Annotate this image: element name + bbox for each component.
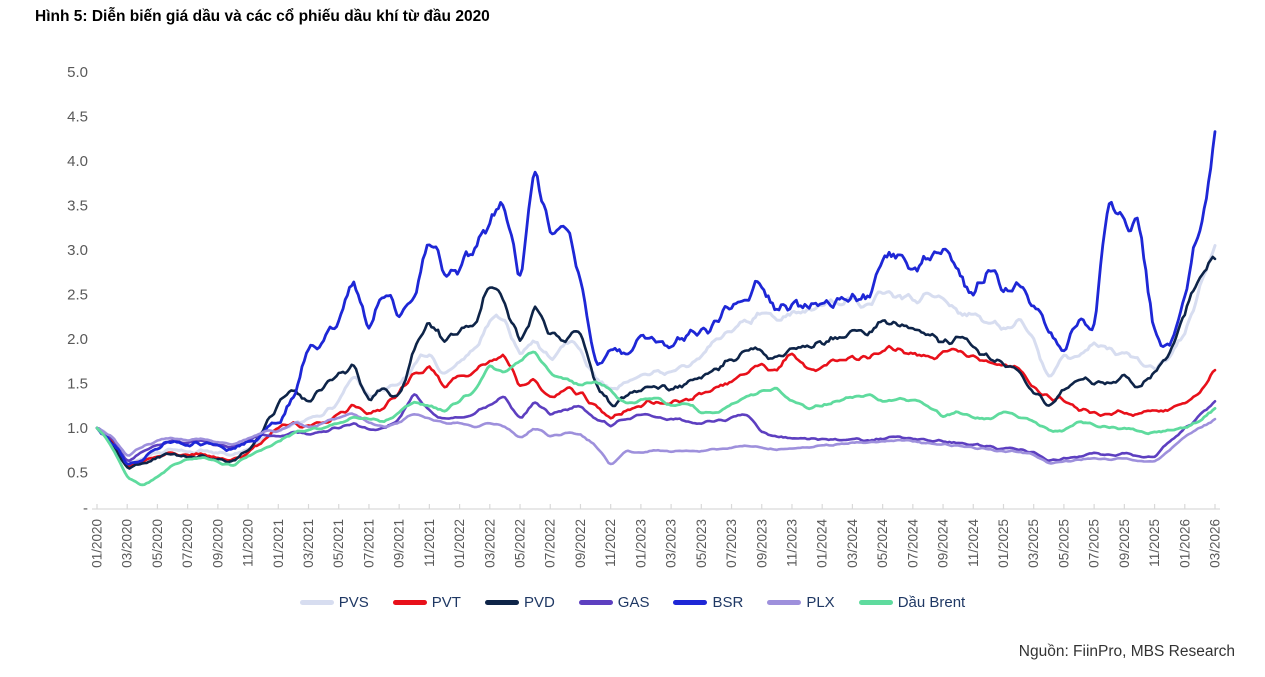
x-axis-label: 03/2025	[1026, 519, 1041, 568]
x-axis-label: 09/2023	[754, 519, 769, 568]
legend-item-PVD: PVD	[484, 594, 555, 611]
x-axis-label: 09/2022	[573, 519, 588, 568]
x-axis-label: 11/2024	[966, 519, 981, 567]
x-axis-label: 11/2025	[1147, 519, 1162, 567]
legend-swatch-PVT	[392, 600, 427, 605]
y-axis-label: 5.0	[67, 64, 88, 81]
y-axis-label: 3.0	[67, 242, 88, 259]
x-axis-label: 09/2025	[1117, 519, 1132, 568]
x-axis-label: 07/2022	[543, 519, 558, 568]
legend-swatch-BSR	[673, 600, 708, 605]
legend-swatch-GAS	[578, 600, 613, 605]
x-axis-label: 01/2023	[633, 519, 648, 568]
y-axis-label: 3.5	[67, 198, 88, 215]
y-axis-label: -	[83, 500, 88, 517]
series-line-BSR	[95, 130, 1217, 466]
x-axis-label: 09/2024	[936, 519, 951, 568]
legend-label-GAS: GAS	[617, 594, 650, 611]
x-axis-label: 07/2025	[1087, 519, 1102, 568]
legend-label-PVS: PVS	[338, 594, 369, 611]
x-axis-label: 01/2024	[815, 519, 830, 568]
legend-item-BSR: BSR	[673, 594, 743, 611]
legend-swatch-PVS	[299, 600, 334, 605]
figure-title: Hình 5: Diễn biến giá dầu và các cổ phiế…	[35, 8, 490, 25]
legend-label-PVD: PVD	[523, 594, 555, 611]
series-line-Dầu Brent	[95, 350, 1217, 487]
series-line-PVT	[95, 344, 1217, 468]
chart-legend: PVS PVT PVD GAS BSR PLX Dầu Brent	[0, 594, 1265, 611]
x-axis-label: 03/2021	[301, 519, 316, 568]
y-axis-label: 1.5	[67, 376, 88, 393]
legend-swatch-PVD	[484, 600, 519, 605]
x-axis-label: 03/2020	[120, 519, 135, 568]
x-axis-label: 07/2020	[180, 519, 195, 568]
legend-label-Dầu Brent: Dầu Brent	[897, 594, 966, 611]
y-axis-label: 4.5	[67, 109, 88, 126]
x-axis-label: 07/2024	[905, 519, 920, 568]
x-axis-label: 07/2021	[361, 519, 376, 568]
legend-swatch-Dầu Brent	[858, 600, 893, 605]
legend-label-BSR: BSR	[712, 594, 744, 611]
x-axis-label: 03/2026	[1208, 519, 1223, 568]
legend-item-PLX: PLX	[767, 594, 835, 611]
y-axis-label: 1.0	[67, 420, 88, 437]
x-axis-label: 05/2022	[513, 519, 528, 568]
source-note: Nguồn: FiinPro, MBS Research	[1018, 643, 1235, 660]
x-axis-label: 09/2021	[392, 519, 407, 568]
series-line-PVD	[95, 255, 1217, 470]
series-line-PLX	[95, 412, 1217, 466]
legend-label-PLX: PLX	[806, 594, 835, 611]
y-axis-label: 0.5	[67, 465, 88, 482]
x-axis-label: 01/2020	[90, 519, 105, 568]
legend-swatch-PLX	[767, 600, 802, 605]
x-axis-label: 01/2022	[452, 519, 467, 568]
x-axis-label: 05/2025	[1056, 519, 1071, 568]
x-axis-label: 05/2023	[694, 519, 709, 568]
x-axis-label: 03/2024	[845, 519, 860, 568]
x-axis-label: 09/2020	[210, 519, 225, 568]
x-axis-label: 03/2023	[664, 519, 679, 568]
y-axis-label: 2.0	[67, 331, 88, 348]
y-axis-label: 4.0	[67, 153, 88, 170]
x-axis-label: 05/2021	[331, 519, 346, 568]
legend-item-PVS: PVS	[299, 594, 369, 611]
x-axis-label: 11/2020	[241, 519, 256, 567]
legend-item-PVT: PVT	[392, 594, 461, 611]
legend-item-GAS: GAS	[578, 594, 650, 611]
x-axis-label: 11/2022	[603, 519, 618, 567]
y-axis-label: 2.5	[67, 287, 88, 304]
legend-label-PVT: PVT	[431, 594, 461, 611]
x-axis-label: 05/2020	[150, 519, 165, 568]
x-axis-label: 01/2025	[996, 519, 1011, 568]
legend-item-Dầu Brent: Dầu Brent	[858, 594, 966, 611]
x-axis-label: 01/2026	[1177, 519, 1192, 568]
x-axis-label: 07/2023	[724, 519, 739, 568]
x-axis-label: 01/2021	[271, 519, 286, 568]
x-axis-label: 03/2022	[482, 519, 497, 568]
x-axis-label: 05/2024	[875, 519, 890, 568]
x-axis-label: 11/2021	[422, 519, 437, 567]
x-axis-label: 11/2023	[784, 519, 799, 567]
